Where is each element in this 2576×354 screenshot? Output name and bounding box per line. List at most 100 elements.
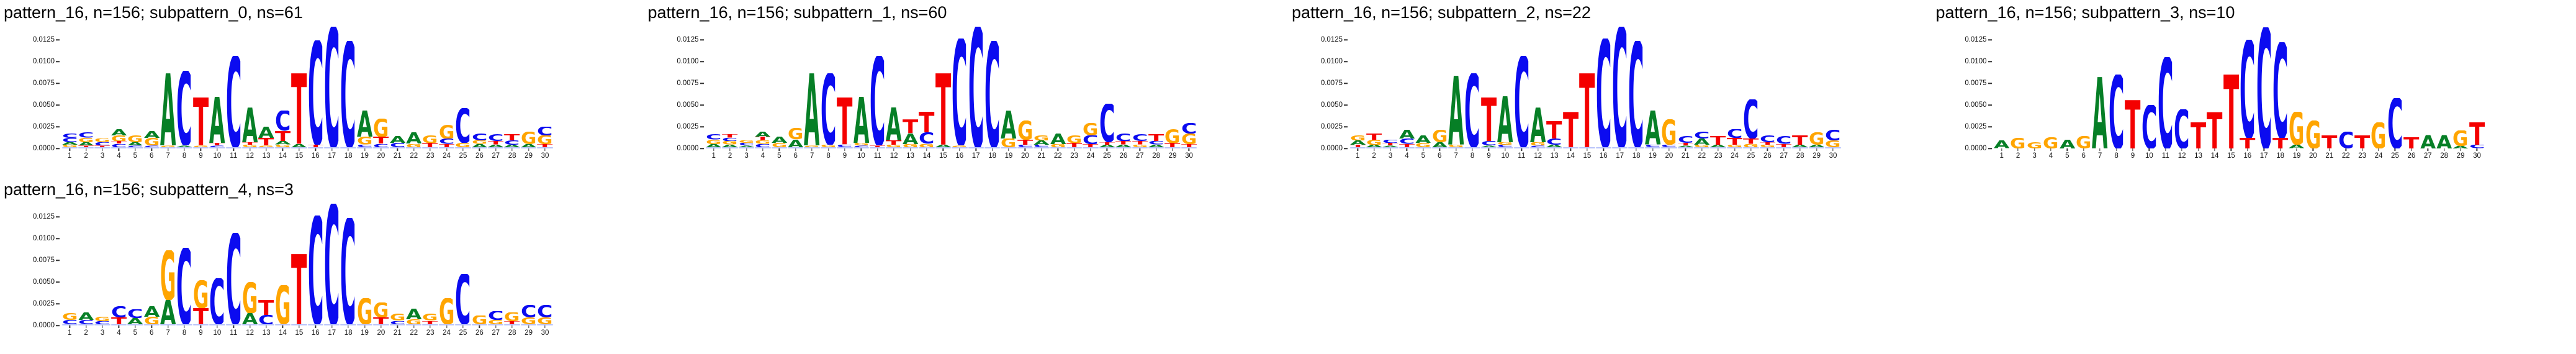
svg-text:T: T bbox=[886, 140, 901, 145]
logo-column: A C 19 bbox=[1644, 27, 1661, 160]
baseline-sliver bbox=[755, 147, 771, 148]
svg-text:C: C bbox=[2109, 75, 2124, 148]
letter-C: C bbox=[1743, 99, 1759, 138]
letter-C: C bbox=[1115, 134, 1131, 142]
x-tick-label: 10 bbox=[2145, 152, 2153, 160]
letter-T: T bbox=[291, 254, 307, 324]
baseline-sliver bbox=[488, 324, 504, 325]
x-tick-mark bbox=[1570, 148, 1572, 151]
x-tick-label: 25 bbox=[459, 329, 467, 337]
x-tick-label: 23 bbox=[426, 329, 435, 337]
svg-text:A: A bbox=[1481, 145, 1497, 147]
svg-text:G: G bbox=[62, 313, 78, 320]
letter-C: C bbox=[919, 132, 934, 143]
svg-text:A: A bbox=[2289, 145, 2304, 148]
letter-A: A bbox=[722, 145, 737, 147]
y-tick-label: 0.0125 bbox=[32, 36, 55, 43]
letter-C: C bbox=[1399, 138, 1415, 143]
x-tick-label: 12 bbox=[889, 152, 898, 160]
svg-text:T: T bbox=[1148, 134, 1164, 141]
logo-column: C 25 bbox=[2387, 27, 2403, 160]
y-tick-label: 0.0000 bbox=[1965, 145, 1987, 152]
logo-column: G A 12 bbox=[241, 204, 258, 337]
logo-column: C T G 24 bbox=[1726, 27, 1743, 160]
letter-T: T bbox=[870, 145, 885, 147]
letter-T: T bbox=[2125, 100, 2140, 148]
logo-column: A T G 12 bbox=[241, 27, 258, 160]
logo-column: G C 20 bbox=[1661, 27, 1677, 160]
x-tick-mark bbox=[331, 148, 333, 151]
x-tick-label: 17 bbox=[328, 329, 336, 337]
svg-text:C: C bbox=[952, 39, 967, 145]
letter-G: G bbox=[242, 282, 258, 313]
letter-C: C bbox=[62, 320, 78, 324]
x-tick-label: 30 bbox=[1829, 152, 1837, 160]
svg-text:G: G bbox=[406, 319, 421, 324]
logo-column: C 10 bbox=[209, 204, 225, 337]
baseline-sliver bbox=[438, 147, 455, 148]
x-tick-mark bbox=[364, 148, 366, 151]
baseline-sliver bbox=[307, 324, 323, 325]
letter-C: C bbox=[853, 145, 869, 147]
svg-text:G: G bbox=[488, 320, 503, 324]
x-tick-mark bbox=[282, 148, 284, 151]
x-tick-label: 3 bbox=[1388, 152, 1393, 160]
logo-panel-0: pattern_16, n=156; subpattern_0, ns=61 0.… bbox=[0, 0, 644, 177]
letter-A: A bbox=[242, 107, 258, 142]
svg-text:G: G bbox=[242, 282, 258, 313]
svg-text:G: G bbox=[521, 317, 536, 324]
letter-G: G bbox=[422, 135, 438, 143]
x-tick-mark bbox=[397, 325, 398, 328]
svg-text:T: T bbox=[1083, 144, 1098, 148]
svg-text:A: A bbox=[722, 145, 737, 147]
letter-G: G bbox=[62, 145, 78, 147]
baseline-sliver bbox=[537, 147, 553, 148]
x-tick-mark bbox=[1783, 148, 1785, 151]
svg-text:G: G bbox=[706, 140, 721, 144]
baseline-sliver bbox=[455, 147, 471, 148]
letter-A: A bbox=[1382, 145, 1398, 147]
y-tick-mark bbox=[56, 83, 60, 84]
svg-text:T: T bbox=[2469, 122, 2485, 145]
letter-C: C bbox=[1628, 41, 1644, 147]
letter-G: G bbox=[504, 312, 520, 321]
x-tick-label: 5 bbox=[777, 152, 781, 160]
svg-text:C: C bbox=[340, 41, 356, 147]
x-tick-label: 1 bbox=[1356, 152, 1360, 160]
svg-text:T: T bbox=[722, 134, 737, 138]
letter-C: C bbox=[537, 127, 552, 135]
letter-A: A bbox=[160, 300, 176, 324]
x-tick-mark bbox=[315, 148, 316, 151]
letter-T: T bbox=[258, 138, 274, 146]
letter-T: T bbox=[504, 134, 520, 140]
y-tick-label: 0.0075 bbox=[677, 79, 699, 87]
svg-text:A: A bbox=[1050, 134, 1066, 144]
letter-G: G bbox=[1181, 134, 1197, 144]
letter-G: G bbox=[472, 315, 487, 324]
x-tick-label: 22 bbox=[410, 329, 418, 337]
svg-text:G: G bbox=[455, 143, 471, 147]
panel-title: pattern_16, n=156; subpattern_1, ns=60 bbox=[647, 3, 947, 22]
x-tick-label: 6 bbox=[1438, 152, 1442, 160]
svg-text:G: G bbox=[193, 145, 209, 147]
svg-text:A: A bbox=[78, 142, 94, 146]
baseline-sliver bbox=[1382, 147, 1398, 148]
letter-A: A bbox=[275, 141, 290, 145]
baseline-sliver bbox=[471, 147, 488, 148]
x-tick-label: 18 bbox=[344, 152, 353, 160]
letter-T: T bbox=[1760, 142, 1775, 145]
baseline-sliver bbox=[1066, 147, 1083, 148]
x-tick-label: 16 bbox=[311, 152, 320, 160]
x-tick-mark bbox=[762, 148, 763, 151]
x-tick-mark bbox=[1172, 148, 1173, 151]
letter-A: A bbox=[406, 132, 421, 143]
letter-G: G bbox=[2452, 130, 2468, 146]
svg-text:T: T bbox=[2223, 75, 2239, 148]
logo-column: C T A 27 bbox=[488, 27, 504, 160]
svg-text:C: C bbox=[308, 216, 323, 324]
